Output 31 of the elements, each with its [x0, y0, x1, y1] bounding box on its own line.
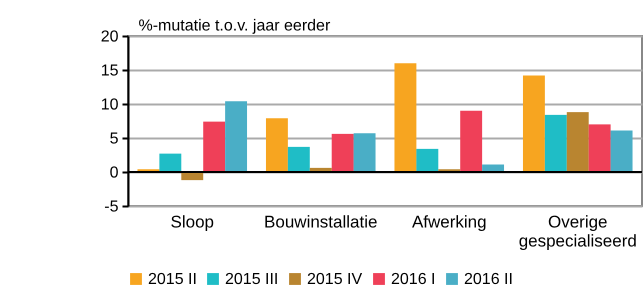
- bar: [460, 110, 482, 172]
- legend-label: 2016 II: [464, 271, 513, 288]
- y-tick-label: 5: [110, 130, 119, 148]
- bar: [610, 130, 633, 172]
- bar: [588, 124, 611, 172]
- y-tick-label: 15: [100, 62, 119, 80]
- y-tick-label: 20: [100, 28, 119, 46]
- bar: [266, 118, 288, 172]
- bar: [332, 134, 354, 172]
- bar: [159, 154, 182, 172]
- bar: [522, 75, 545, 172]
- y-tick-label: 0: [110, 164, 119, 182]
- bar: [354, 133, 376, 172]
- legend-label: 2016 I: [391, 271, 436, 288]
- legend-label: 2015 IV: [307, 271, 362, 288]
- legend-label: 2015 II: [148, 271, 197, 288]
- y-tick-label: 10: [100, 96, 119, 114]
- bar: [203, 122, 226, 172]
- bar: [225, 101, 248, 172]
- bar: [544, 114, 567, 172]
- y-axis-title: %-mutatie t.o.v. jaar eerder: [138, 18, 331, 34]
- x-tick-label: Afwerking: [412, 212, 487, 232]
- bar: [566, 112, 589, 172]
- bar: [288, 146, 310, 172]
- bar: [416, 148, 438, 172]
- x-tick-label: Overige gespecialiseerd: [518, 212, 637, 250]
- legend-label: 2015 III: [225, 271, 278, 288]
- y-tick-label: -5: [104, 198, 119, 216]
- x-tick-label: Sloop: [170, 212, 214, 232]
- x-tick-label: Bouwinstallatie: [264, 212, 378, 232]
- bar: [394, 63, 416, 172]
